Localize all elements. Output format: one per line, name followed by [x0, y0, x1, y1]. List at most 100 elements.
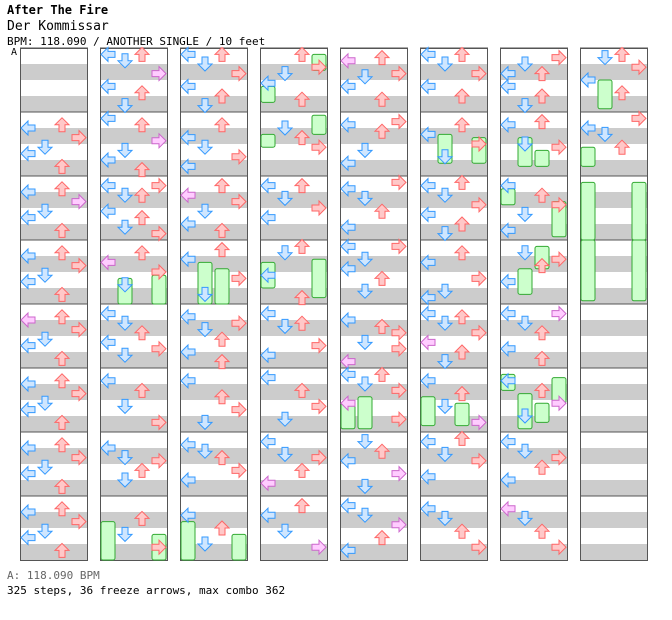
up-arrow-icon — [373, 529, 391, 546]
beat-stripe — [500, 352, 568, 368]
beat-stripe — [580, 448, 648, 464]
up-arrow-icon — [133, 510, 151, 526]
right-arrow-icon — [231, 148, 247, 166]
left-arrow-icon — [20, 247, 36, 265]
beat-stripe — [100, 96, 168, 112]
beat-stripe — [180, 64, 248, 80]
up-arrow-icon — [453, 88, 471, 104]
left-arrow-icon — [180, 215, 196, 233]
up-arrow-icon — [533, 187, 551, 203]
up-arrow-icon — [293, 46, 311, 62]
song-artist: Der Kommissar — [7, 19, 109, 34]
down-arrow-icon — [356, 434, 374, 450]
beat-stripe — [420, 128, 488, 144]
beat-stripe — [580, 512, 648, 528]
down-arrow-icon — [276, 446, 294, 463]
right-arrow-icon — [311, 449, 327, 466]
left-arrow-icon — [100, 151, 116, 169]
left-arrow-icon — [100, 372, 116, 390]
down-arrow-icon — [196, 322, 214, 338]
up-arrow-icon — [213, 46, 231, 62]
beat-stripe — [20, 64, 88, 80]
right-arrow-icon — [471, 135, 487, 153]
right-arrow-icon — [151, 225, 167, 242]
beat-stripe — [580, 128, 648, 144]
up-arrow-icon — [133, 187, 151, 203]
left-arrow-icon — [20, 401, 36, 418]
left-arrow-icon — [500, 177, 516, 194]
measure — [500, 239, 568, 304]
down-arrow-icon — [196, 139, 214, 155]
left-arrow-icon — [180, 343, 196, 361]
left-arrow-icon — [420, 254, 436, 271]
left-arrow-icon — [580, 119, 596, 137]
beat-stripe — [180, 128, 248, 144]
measure — [20, 495, 88, 560]
beat-stripe — [260, 416, 328, 432]
beat-stripe — [180, 352, 248, 368]
left-arrow-icon — [420, 500, 436, 518]
right-arrow-icon — [151, 452, 167, 470]
down-arrow-icon — [36, 267, 54, 283]
up-arrow-icon — [373, 318, 391, 334]
beat-stripe — [420, 192, 488, 208]
up-arrow-icon — [293, 315, 311, 331]
right-arrow-icon — [151, 263, 167, 281]
down-arrow-icon — [596, 126, 614, 143]
beat-stripe — [180, 256, 248, 272]
up-arrow-icon — [133, 161, 151, 178]
measure — [20, 239, 88, 304]
beat-stripe — [260, 544, 328, 560]
beat-stripe — [580, 480, 648, 496]
right-arrow-icon — [551, 538, 567, 556]
down-arrow-icon — [196, 203, 214, 219]
left-arrow-icon — [180, 506, 196, 524]
up-arrow-icon — [453, 523, 471, 539]
left-arrow-icon — [100, 202, 116, 220]
beat-stripe — [20, 320, 88, 336]
left-arrow-icon — [340, 78, 356, 95]
column-border — [260, 48, 328, 561]
up-arrow-icon — [373, 49, 391, 66]
up-arrow-icon — [213, 222, 231, 238]
beat-stripe — [180, 288, 248, 304]
left-arrow-icon — [500, 305, 516, 322]
left-arrow-icon — [260, 474, 276, 492]
down-arrow-icon — [116, 450, 134, 466]
beat-stripe — [500, 384, 568, 400]
left-arrow-icon — [420, 433, 436, 450]
right-arrow-icon — [471, 414, 487, 431]
down-arrow-icon — [356, 69, 374, 85]
column-border — [180, 48, 248, 561]
right-arrow-icon — [391, 340, 407, 358]
beat-stripe — [180, 384, 248, 400]
beat-stripe — [100, 544, 168, 560]
up-arrow-icon — [53, 542, 71, 558]
freeze-arrow-icon — [231, 533, 247, 561]
beat-stripe — [500, 192, 568, 208]
down-arrow-icon — [116, 187, 134, 203]
down-arrow-icon — [436, 510, 454, 527]
bpm-legend: A: 118.090 BPM — [7, 569, 100, 582]
down-arrow-icon — [116, 472, 134, 488]
right-arrow-icon — [551, 305, 567, 322]
beat-stripe — [260, 256, 328, 272]
up-arrow-icon — [133, 209, 151, 226]
beat-stripe — [500, 96, 568, 112]
down-arrow-icon — [36, 523, 54, 539]
beat-stripe — [580, 224, 648, 240]
right-arrow-icon — [151, 340, 167, 358]
up-arrow-icon — [373, 203, 391, 219]
beat-stripe — [420, 160, 488, 176]
beat-stripe — [20, 192, 88, 208]
beat-stripe — [340, 288, 408, 304]
beat-stripe — [340, 224, 408, 240]
freeze-arrow-icon — [454, 402, 470, 427]
down-arrow-icon — [116, 142, 134, 159]
down-arrow-icon — [36, 395, 54, 411]
down-arrow-icon — [116, 98, 134, 114]
beat-stripe — [420, 256, 488, 272]
beat-stripe — [100, 192, 168, 208]
beat-stripe — [340, 352, 408, 368]
beat-stripe — [420, 416, 488, 432]
